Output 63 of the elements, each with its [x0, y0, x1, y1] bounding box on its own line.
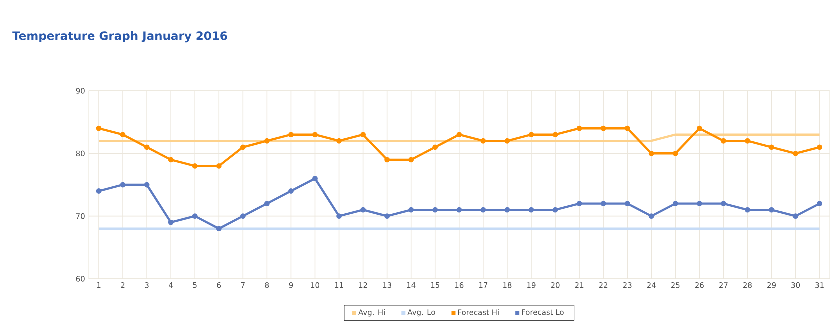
point	[168, 220, 174, 226]
point	[384, 157, 390, 163]
point	[624, 201, 630, 206]
point	[216, 163, 222, 169]
point	[312, 132, 318, 138]
point	[216, 226, 222, 232]
chart-title: Temperature Graph January 2016	[12, 31, 228, 43]
point	[504, 138, 510, 144]
point	[120, 132, 126, 138]
point	[360, 207, 366, 213]
point	[720, 201, 726, 206]
point	[240, 214, 246, 220]
point	[408, 207, 414, 213]
point	[624, 126, 630, 132]
point	[336, 138, 342, 144]
point	[264, 138, 270, 144]
point	[600, 201, 606, 206]
point	[336, 214, 342, 220]
point	[817, 144, 822, 150]
point	[360, 132, 366, 138]
point	[769, 207, 774, 213]
point	[672, 201, 678, 206]
point	[528, 132, 534, 138]
point	[288, 188, 294, 194]
point	[745, 138, 750, 144]
point	[720, 138, 726, 144]
point	[745, 207, 750, 213]
point	[600, 126, 606, 132]
point	[480, 138, 486, 144]
point	[144, 144, 150, 150]
point	[288, 132, 294, 138]
point	[240, 144, 246, 150]
point	[576, 201, 582, 206]
point	[168, 157, 174, 163]
point	[696, 201, 702, 206]
point	[552, 132, 558, 138]
point	[96, 188, 102, 194]
point	[120, 182, 126, 188]
point	[456, 207, 462, 213]
point	[793, 214, 798, 220]
point	[817, 201, 822, 206]
point	[384, 214, 390, 220]
point	[96, 126, 102, 132]
point	[696, 126, 702, 132]
point	[432, 207, 438, 213]
point	[480, 207, 486, 213]
point	[312, 176, 318, 182]
point	[192, 214, 198, 220]
point	[144, 182, 150, 188]
point	[672, 150, 678, 156]
point	[408, 157, 414, 163]
point	[264, 201, 270, 206]
point	[793, 150, 798, 156]
point	[456, 132, 462, 138]
point	[576, 126, 582, 132]
point	[648, 150, 654, 156]
point	[528, 207, 534, 213]
point	[552, 207, 558, 213]
point	[504, 207, 510, 213]
point	[192, 163, 198, 169]
point	[432, 144, 438, 150]
point	[769, 144, 774, 150]
point	[648, 214, 654, 220]
